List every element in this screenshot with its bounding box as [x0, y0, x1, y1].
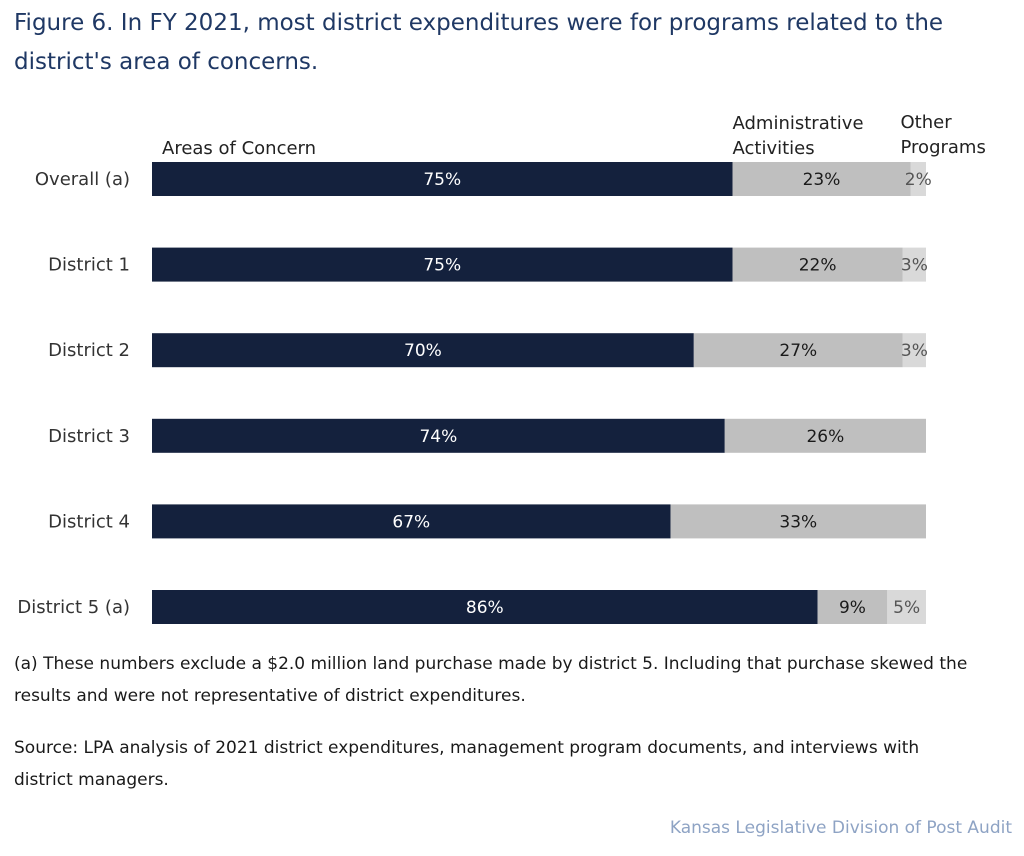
bar-areas-of-concern-district-1 — [152, 247, 733, 282]
category-label-district-3: District 3 — [48, 426, 130, 447]
bar-administrative-activities-district-3 — [724, 418, 926, 453]
bar-areas-of-concern-overall-a — [152, 162, 733, 196]
chart-title: Figure 6. In FY 2021, most district expe… — [14, 10, 944, 75]
data-label-other-programs-district-2: 3% — [901, 341, 928, 361]
bar-other-programs-district-5-a — [887, 590, 926, 624]
data-label-areas-of-concern-overall-a: 75% — [423, 170, 461, 190]
category-label-district-2: District 2 — [48, 340, 130, 361]
data-label-areas-of-concern-district-1: 75% — [423, 256, 461, 276]
bar-other-programs-overall-a — [910, 162, 926, 196]
category-label-district-5-a: District 5 (a) — [17, 597, 130, 618]
data-label-administrative-activities-overall-a: 23% — [803, 170, 841, 190]
data-label-areas-of-concern-district-2: 70% — [404, 341, 442, 361]
legend-label-other-programs: Other Programs — [901, 112, 986, 158]
legend-label-areas-of-concern: Areas of Concern — [162, 138, 316, 159]
bar-areas-of-concern-district-3 — [152, 418, 725, 453]
category-label-district-4: District 4 — [48, 511, 130, 532]
data-label-administrative-activities-district-3: 26% — [806, 427, 844, 447]
data-label-other-programs-overall-a: 2% — [905, 170, 932, 190]
data-label-administrative-activities-district-4: 33% — [779, 512, 817, 532]
bar-administrative-activities-overall-a — [732, 162, 911, 196]
bar-areas-of-concern-district-5-a — [152, 590, 818, 624]
data-label-areas-of-concern-district-3: 74% — [419, 427, 457, 447]
data-label-areas-of-concern-district-4: 67% — [392, 512, 430, 532]
stacked-bar-chart: Areas of Concern Administrative Activities… — [17, 112, 986, 624]
bar-areas-of-concern-district-4 — [152, 504, 671, 539]
data-label-other-programs-district-5-a: 5% — [893, 598, 920, 618]
data-label-administrative-activities-district-1: 22% — [799, 256, 837, 276]
data-label-administrative-activities-district-5-a: 9% — [839, 598, 866, 618]
bar-administrative-activities-district-5-a — [817, 590, 888, 624]
footnote: (a) These numbers exclude a $2.0 million… — [14, 654, 968, 706]
bar-administrative-activities-district-1 — [732, 247, 903, 282]
bar-other-programs-district-1 — [902, 247, 926, 282]
agency-credit: Kansas Legislative Division of Post Audi… — [669, 818, 1012, 838]
bar-administrative-activities-district-2 — [693, 333, 903, 368]
data-label-other-programs-district-1: 3% — [901, 256, 928, 276]
data-label-administrative-activities-district-2: 27% — [779, 341, 817, 361]
source-note: Source: LPA analysis of 2021 district ex… — [14, 738, 920, 790]
bar-administrative-activities-district-4 — [670, 504, 926, 539]
category-label-district-1: District 1 — [48, 255, 130, 276]
legend-label-administrative-activities: Administrative Activities — [733, 113, 864, 159]
bar-other-programs-district-2 — [902, 333, 926, 368]
data-label-areas-of-concern-district-5-a: 86% — [466, 598, 504, 618]
category-label-overall-a: Overall (a) — [35, 169, 130, 190]
bar-areas-of-concern-district-2 — [152, 333, 694, 368]
